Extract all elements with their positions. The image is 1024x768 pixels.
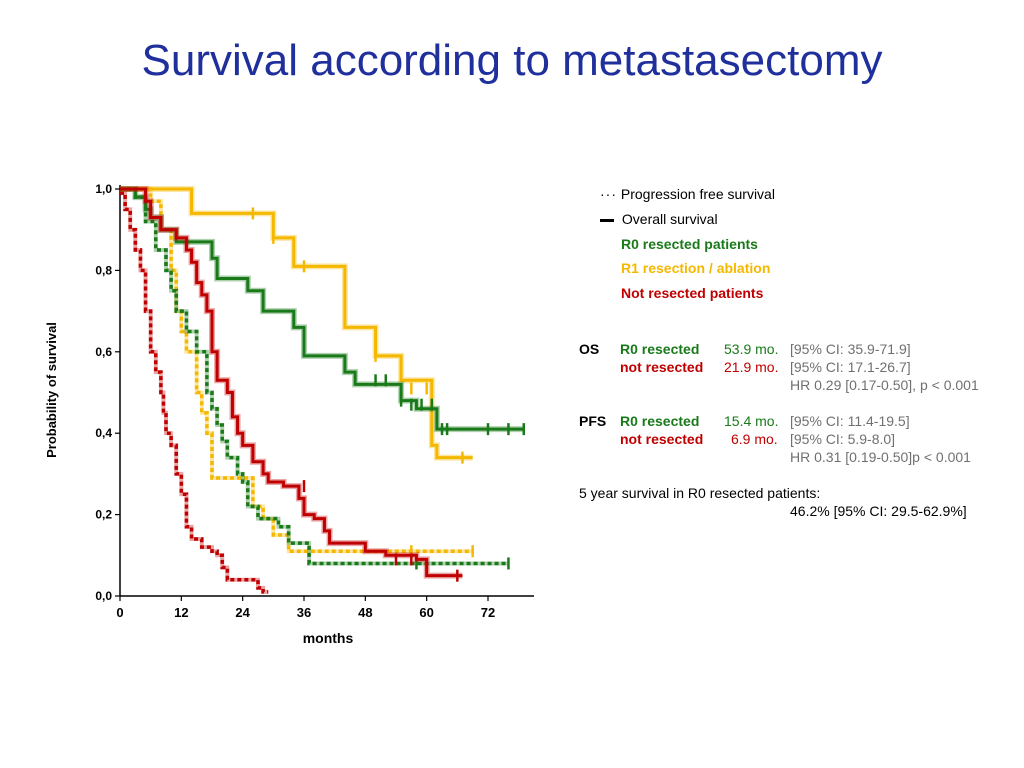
- legend-os-label: Overall survival: [621, 211, 718, 227]
- os-curve-r1-resection-ablation: [120, 186, 473, 464]
- os-r0-group: R0 resected: [620, 341, 700, 357]
- pfs-curve-not-resected-patients: [120, 191, 269, 594]
- pfs-r0-median: 15.4 mo.: [724, 413, 779, 429]
- legend-pfs: ··· Progression free survival: [600, 186, 775, 202]
- pfs-r0-group: R0 resected: [620, 413, 700, 429]
- os-not-ci: [95% CI: 17.1-26.7]: [790, 359, 911, 375]
- dotted-line-symbol: ···: [600, 186, 617, 202]
- pfs-not-ci: [95% CI: 5.9-8.0]: [790, 431, 896, 447]
- y-tick-label: 0,8: [95, 263, 112, 277]
- legend-r1: R1 resection / ablation: [621, 260, 771, 276]
- y-axis-label: Probability of survival: [44, 322, 59, 458]
- legend-pfs-label: Progression free survival: [620, 186, 775, 202]
- y-tick-label: 0,6: [95, 345, 112, 359]
- x-tick-label: 60: [419, 605, 433, 620]
- x-tick-label: 72: [481, 605, 495, 620]
- chart-axes: 0,0 0,2 0,4 0,6 0,8 1,0 0 12 24 36 48 60 72: [95, 182, 534, 620]
- os-not-median: 21.9 mo.: [724, 359, 779, 375]
- x-tick-label: 24: [235, 605, 250, 620]
- legend-os: Overall survival: [600, 211, 718, 227]
- y-tick-label: 0,0: [95, 589, 112, 603]
- legend-r0: R0 resected patients: [621, 236, 758, 252]
- os-not-group: not resected: [620, 359, 704, 375]
- pfs-label: PFS: [579, 413, 607, 429]
- x-tick-label: 36: [297, 605, 311, 620]
- pfs-not-median: 6.9 mo.: [731, 431, 778, 447]
- five-year-value: 46.2% [95% CI: 29.5-62.9%]: [790, 503, 967, 519]
- x-axis-label: months: [303, 630, 354, 646]
- legend-not-resected: Not resected patients: [621, 285, 764, 301]
- survival-curves: [120, 186, 526, 594]
- os-curve-not-resected-patients: [120, 186, 463, 582]
- pfs-hr: HR 0.31 [0.19-0.50]p < 0.001: [790, 449, 971, 465]
- pfs-not-group: not resected: [620, 431, 704, 447]
- os-r0-ci: [95% CI: 35.9-71.9]: [790, 341, 911, 357]
- five-year-label: 5 year survival in R0 resected patients:: [579, 485, 821, 501]
- y-tick-label: 0,4: [95, 426, 112, 440]
- pfs-curve-r0-resected-patients: [120, 187, 510, 570]
- y-tick-label: 1,0: [95, 182, 112, 196]
- page-title: Survival according to metastasectomy: [141, 36, 883, 85]
- solid-line-symbol: [600, 218, 614, 222]
- os-r0-median: 53.9 mo.: [724, 341, 779, 357]
- os-label: OS: [579, 341, 600, 357]
- x-tick-label: 48: [358, 605, 372, 620]
- y-tick-label: 0,2: [95, 508, 112, 522]
- pfs-r0-ci: [95% CI: 11.4-19.5]: [790, 413, 910, 429]
- os-hr: HR 0.29 [0.17-0.50], p < 0.001: [790, 377, 979, 393]
- x-tick-label: 0: [116, 605, 123, 620]
- x-tick-label: 12: [174, 605, 188, 620]
